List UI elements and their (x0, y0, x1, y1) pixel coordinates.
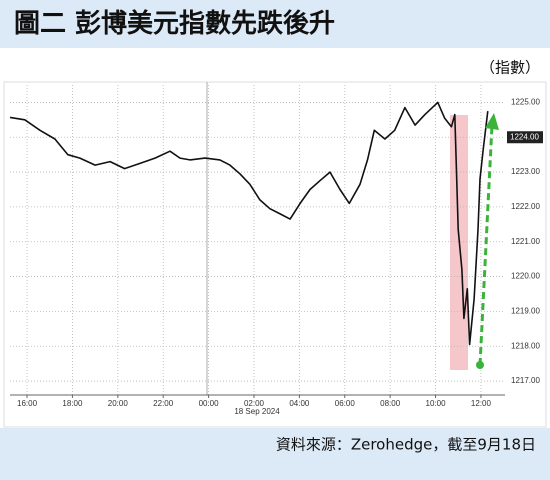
x-tick-label: 12:00 (471, 399, 492, 408)
footer-band (0, 428, 550, 480)
unit-label: （指數） (480, 59, 540, 77)
y-tick-label: 1217.00 (511, 376, 540, 385)
y-tick-label: 1221.00 (511, 237, 540, 246)
date-label: 18 Sep 2024 (234, 407, 280, 416)
arrow-head (485, 113, 499, 130)
x-tick-label: 20:00 (108, 399, 129, 408)
x-tick-label: 08:00 (380, 399, 401, 408)
plot-frame (3, 81, 547, 428)
x-tick-label: 18:00 (62, 399, 83, 408)
y-tick-label: 1225.00 (511, 98, 540, 107)
y-tick-label: 1219.00 (511, 307, 540, 316)
series-line (9, 101, 489, 346)
x-tick-label: 16:00 (17, 399, 38, 408)
trend-arrow (478, 124, 494, 366)
title-band (0, 0, 550, 48)
arrow-start (476, 361, 484, 369)
y-tick-label: 1218.00 (511, 341, 540, 350)
x-tick-label: 02:00 (244, 399, 265, 408)
chart-title: 圖二 彭博美元指數先跌後升 (14, 8, 335, 39)
x-tick-label: 04:00 (289, 399, 310, 408)
last-value-box (507, 131, 543, 144)
x-tick-label: 22:00 (153, 399, 174, 408)
x-tick-label: 00:00 (199, 399, 220, 408)
x-tick-label: 06:00 (335, 399, 356, 408)
y-tick-label: 1222.00 (511, 202, 540, 211)
y-tick-label: 1223.00 (511, 167, 540, 176)
last-value-label: 1224.00 (510, 132, 539, 141)
source: 資料來源：Zerohedge，截至9月18日 (276, 436, 536, 454)
x-tick-label: 10:00 (426, 399, 447, 408)
y-tick-label: 1220.00 (511, 272, 540, 281)
